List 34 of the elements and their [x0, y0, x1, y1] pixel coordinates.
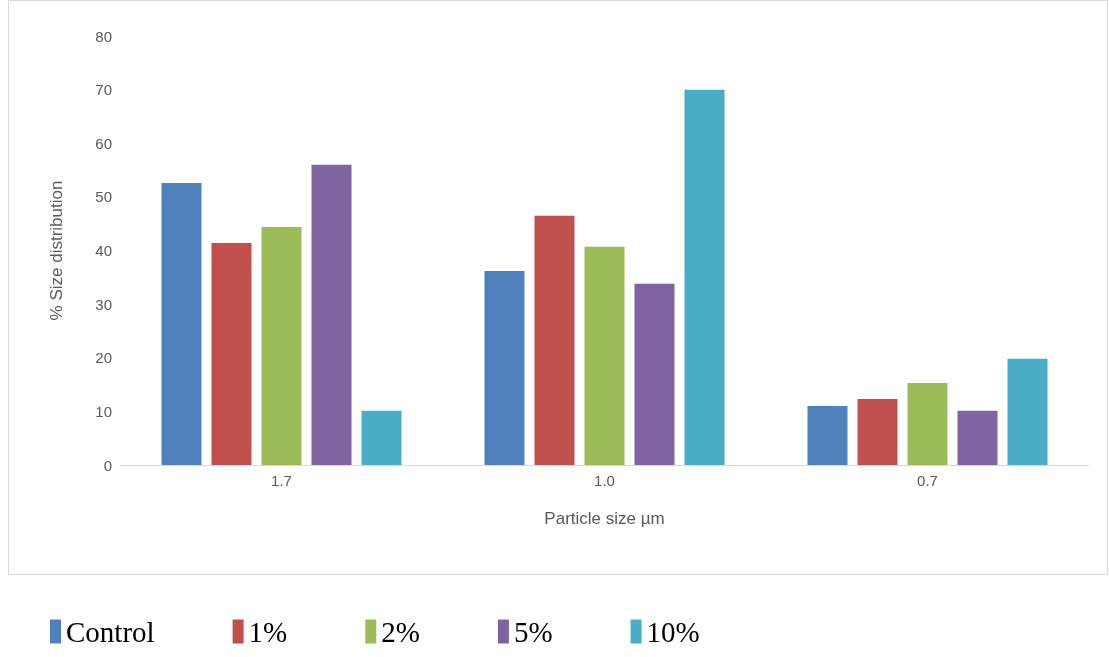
y-tick-label: 30	[95, 295, 112, 313]
y-tick-label: 80	[95, 27, 112, 45]
y-tick-label: 0	[103, 456, 112, 474]
bar	[361, 410, 402, 465]
legend-label: 5%	[513, 615, 553, 648]
legend-label: 10%	[646, 615, 700, 648]
bar	[857, 399, 898, 465]
bar	[634, 283, 675, 465]
bar	[211, 242, 252, 465]
bar	[534, 215, 575, 465]
bar	[311, 164, 352, 465]
bar	[957, 410, 998, 465]
legend-label: Control	[66, 615, 155, 648]
bar	[1007, 358, 1048, 465]
y-tick-label: 70	[95, 81, 112, 99]
y-axis-title: % Size distribution	[47, 180, 66, 321]
x-tick-label: 0.7	[917, 472, 938, 489]
legend-label: 1%	[248, 615, 288, 648]
bar	[684, 89, 725, 465]
y-tick-label: 10	[95, 402, 112, 420]
legend-label: 2%	[381, 615, 420, 648]
bar	[807, 406, 848, 465]
x-tick-label: 1.0	[594, 472, 615, 489]
x-tick-label: 1.7	[271, 472, 292, 489]
bar	[261, 226, 302, 465]
bar	[584, 246, 625, 465]
bar	[484, 270, 525, 465]
y-tick-label: 60	[95, 134, 112, 152]
x-axis-title: Particle size µm	[544, 509, 665, 528]
bar	[161, 182, 202, 465]
bar	[907, 382, 948, 465]
y-tick-label: 40	[95, 242, 112, 259]
y-tick-label: 50	[95, 188, 112, 206]
y-tick-label: 20	[95, 349, 112, 367]
